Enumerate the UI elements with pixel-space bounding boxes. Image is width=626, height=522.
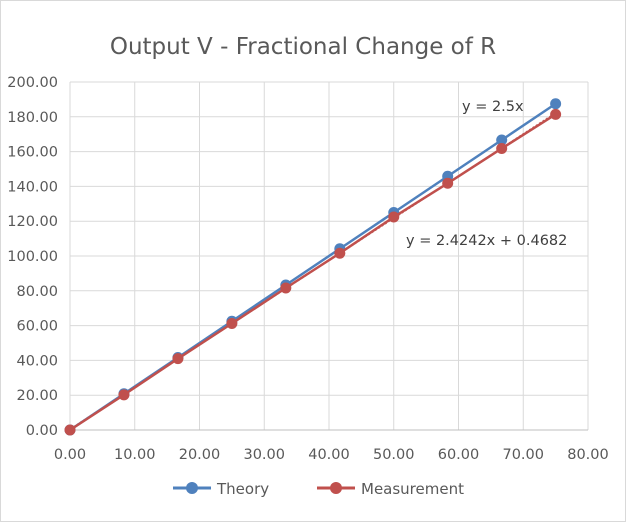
legend-item-measurement: Measurement [317,480,464,498]
legend-item-theory: Theory [173,480,269,498]
chart-title: Output V - Fractional Change of R [110,34,496,60]
y-tick-label: 40.00 [16,353,58,369]
x-tick-label: 20.00 [179,447,221,463]
y-tick-label: 160.00 [7,145,58,161]
legend-marker-measurement [330,482,342,494]
y-tick-label: 120.00 [7,214,58,230]
data-point-measurement [118,389,130,401]
x-tick-label: 80.00 [567,447,609,463]
data-point-measurement [280,282,292,294]
y-tick-label: 200.00 [7,75,58,91]
y-tick-label: 0.00 [26,423,58,439]
data-point-measurement [334,247,346,259]
x-tick-labels: 0.00 10.00 20.00 30.00 40.00 50.00 60.00 70.00 8… [54,447,609,463]
series-line-measurement [69,113,557,432]
x-tick-label: 60.00 [438,447,480,463]
data-point-measurement [496,142,508,154]
x-tick-label: 40.00 [308,447,350,463]
trendline-equations: y = 2.5x y = 2.4242x + 0.4682 [406,99,567,249]
x-tick-label: 0.00 [54,447,86,463]
data-point-measurement [550,108,562,120]
series-measurement [64,108,562,436]
data-point-measurement [64,424,76,436]
legend-label-theory: Theory [216,480,269,498]
trendline-equation-theory: y = 2.5x [462,99,524,115]
data-point-theory [550,98,562,110]
y-tick-label: 20.00 [16,388,58,404]
data-point-theory [496,134,508,146]
data-point-measurement [172,353,184,365]
data-point-measurement [388,211,400,223]
series-group [64,98,562,436]
y-tick-label: 100.00 [7,249,58,265]
x-tick-label: 10.00 [114,447,156,463]
trendline-equation-measurement: y = 2.4242x + 0.4682 [406,233,567,249]
legend-label-measurement: Measurement [361,480,464,498]
y-tick-label: 80.00 [16,284,58,300]
legend: Theory Measurement [173,480,464,498]
y-tick-label: 140.00 [7,179,58,195]
x-tick-label: 30.00 [243,447,285,463]
legend-marker-theory [186,482,198,494]
x-tick-label: 70.00 [502,447,544,463]
x-tick-label: 50.00 [373,447,415,463]
grid-lines [69,81,589,431]
data-point-measurement [442,177,454,189]
y-tick-label: 180.00 [7,110,58,126]
y-tick-labels: 0.00 20.00 40.00 60.00 80.00 100.00 120.00 140.… [7,75,58,439]
y-tick-label: 60.00 [16,319,58,335]
data-point-measurement [226,318,238,330]
